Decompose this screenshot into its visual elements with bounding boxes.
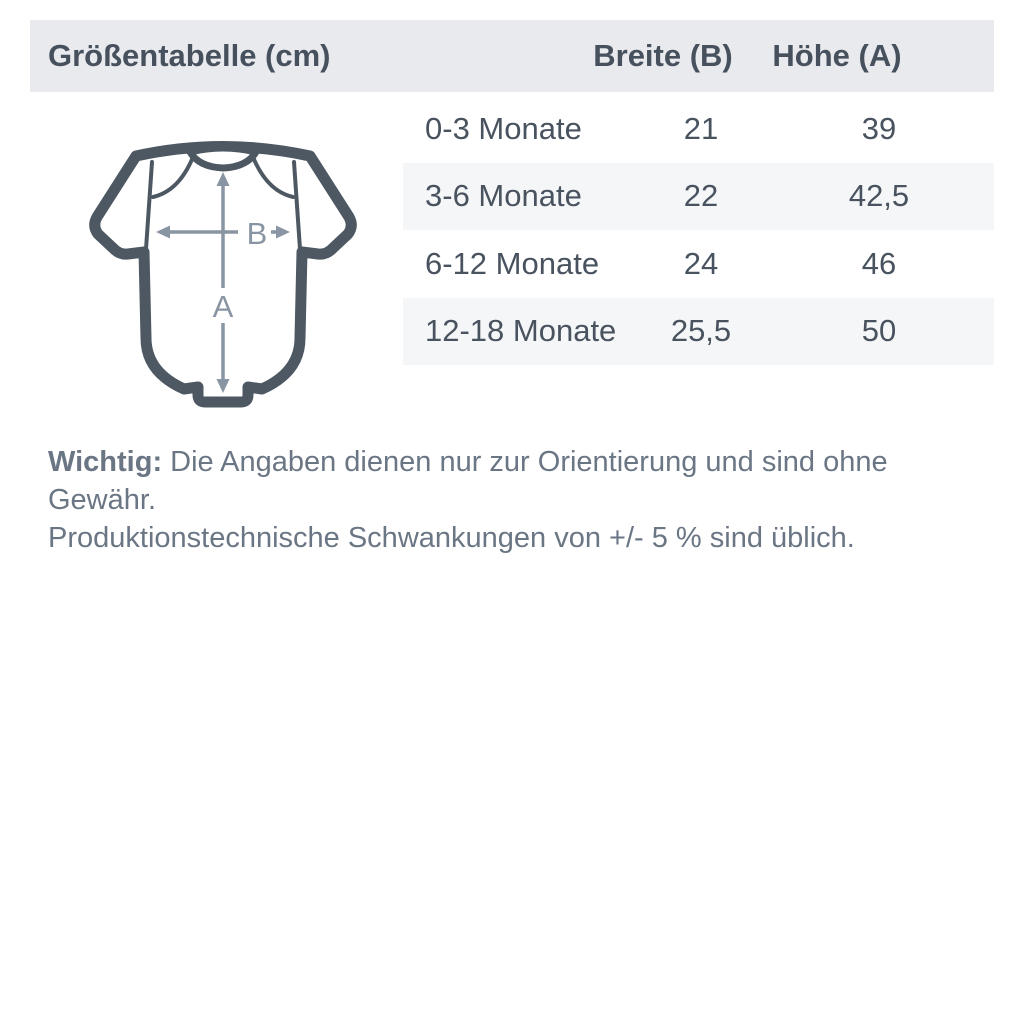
hoehe-value: 39 [861, 110, 897, 146]
size-label: 12-18 Monate [425, 313, 617, 349]
hoehe-value: 50 [861, 313, 897, 349]
width-arrow-icon [156, 225, 290, 239]
size-table: 0-3 Monate 21 39 3-6 Monate 22 42,5 6-12… [403, 95, 994, 365]
width-dimension-label: B [247, 216, 268, 251]
table-row: 6-12 Monate 24 46 [403, 230, 994, 298]
breite-value: 22 [683, 178, 719, 214]
note-line1: Die Angaben dienen nur zur Orientierung … [48, 446, 888, 516]
hoehe-value: 46 [861, 245, 897, 281]
size-label: 3-6 Monate [425, 178, 582, 214]
breite-value: 25,5 [670, 313, 732, 349]
breite-value: 21 [683, 110, 719, 146]
table-row: 12-18 Monate 25,5 50 [403, 297, 994, 365]
note-prefix: Wichtig: [48, 446, 163, 478]
size-label: 0-3 Monate [425, 110, 582, 146]
left-shoulder-seam [151, 155, 195, 199]
neck-opening-icon [186, 144, 260, 172]
left-side-seam [144, 160, 154, 251]
table-row: 0-3 Monate 21 39 [403, 95, 994, 163]
page-title: Größentabelle (cm) [48, 38, 331, 73]
table-header-band: Größentabelle (cm) Breite (B) Höhe (A) [30, 20, 994, 92]
hoehe-value: 42,5 [848, 178, 910, 214]
height-dimension-label: A [213, 289, 234, 324]
size-label: 6-12 Monate [425, 245, 600, 281]
disclaimer-note: Wichtig: Die Angaben dienen nur zur Orie… [48, 443, 988, 557]
right-side-seam [292, 160, 302, 251]
right-shoulder-seam [251, 155, 295, 199]
column-header-hoehe: Höhe (A) [772, 38, 902, 73]
column-header-breite: Breite (B) [593, 38, 733, 73]
height-arrow-icon [216, 172, 230, 393]
note-line2: Produktionstechnische Schwankungen von +… [48, 522, 855, 554]
bodysuit-diagram: A B [89, 141, 357, 408]
table-row: 3-6 Monate 22 42,5 [403, 162, 994, 230]
breite-value: 24 [683, 245, 719, 281]
